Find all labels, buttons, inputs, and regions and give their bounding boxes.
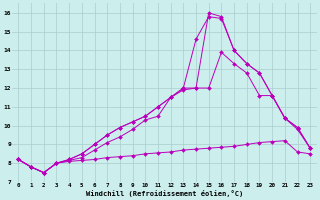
X-axis label: Windchill (Refroidissement éolien,°C): Windchill (Refroidissement éolien,°C): [86, 190, 243, 197]
